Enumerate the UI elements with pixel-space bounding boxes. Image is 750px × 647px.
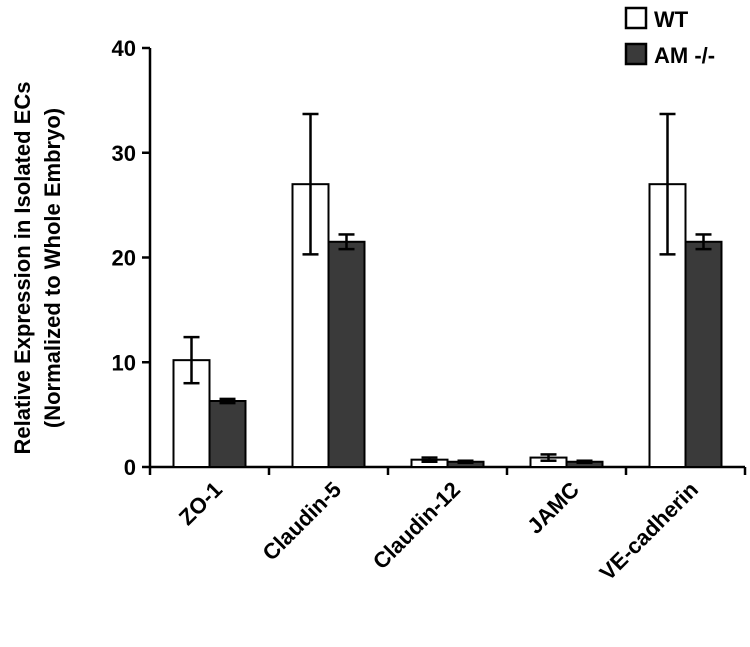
bar (208, 400, 247, 469)
y-axis-title-line2: (Normalized to Whole Embryo) (40, 108, 65, 428)
y-tick-label: 20 (112, 246, 136, 271)
x-category-label: Claudin-12 (368, 477, 465, 574)
legend-label: AM -/- (654, 43, 715, 68)
bars (172, 183, 723, 469)
legend: WT AM -/- (624, 6, 715, 68)
x-labels: ZO-1 Claudin-5 Claudin-12 JAMC VE-cadherin (174, 477, 703, 586)
legend-label: WT (654, 7, 689, 32)
x-category-label: JAMC (522, 477, 584, 539)
y-tick-label: 0 (124, 455, 136, 480)
bar (291, 183, 330, 469)
bar (684, 240, 723, 468)
y-tick-label: 10 (112, 350, 136, 375)
bar (327, 240, 366, 468)
legend-swatch (624, 42, 648, 66)
error-bars (183, 112, 712, 465)
x-category-label: VE-cadherin (595, 477, 703, 585)
y-axis-title-line1: Relative Expression in Isolated ECs (10, 82, 35, 455)
x-category-label: ZO-1 (174, 477, 227, 530)
y-axis-title: Relative Expression in Isolated ECs (Nor… (10, 82, 65, 455)
y-tick-label: 30 (112, 141, 136, 166)
x-category-label: Claudin-5 (257, 477, 346, 566)
legend-swatch (624, 6, 648, 30)
y-tick-label: 40 (112, 36, 136, 61)
y-ticks: 0 10 20 30 40 (112, 36, 150, 480)
